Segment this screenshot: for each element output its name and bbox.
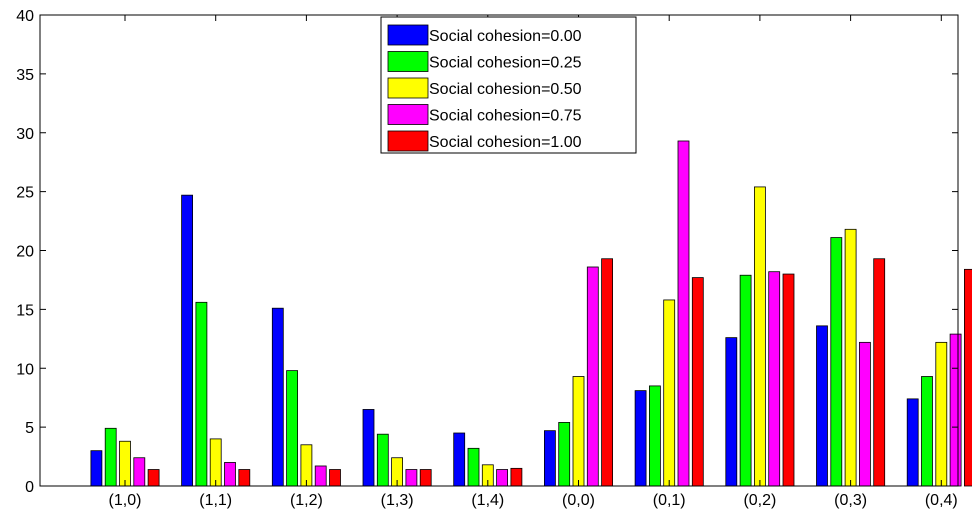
y-tick-label-0: 0 <box>25 479 34 496</box>
bar-9-1 <box>921 376 933 487</box>
bar-8-4 <box>873 258 886 487</box>
x-tick-label-4: (1,4) <box>471 492 504 509</box>
bar-5-1 <box>558 422 571 487</box>
bar-7-0 <box>725 337 738 487</box>
bar-8-3 <box>859 341 871 487</box>
bar-6-3 <box>677 140 690 487</box>
bar-3-1 <box>376 433 389 487</box>
bar-1-4 <box>238 469 251 487</box>
legend-label-1: Social cohesion=0.25 <box>429 55 582 72</box>
bar-2-1 <box>286 370 299 487</box>
bar-4-0 <box>453 432 466 487</box>
bar-7-4 <box>782 273 795 487</box>
bar-4-1 <box>467 447 480 487</box>
bar-7-3 <box>768 271 781 487</box>
y-tick-label-6: 30 <box>16 126 34 143</box>
bar-0-2 <box>119 440 131 487</box>
x-tick-label-8: (0,3) <box>834 492 867 509</box>
y-tick-label-7: 35 <box>16 67 34 84</box>
legend-swatch-1 <box>387 51 429 72</box>
bar-5-4 <box>601 258 613 487</box>
bar-4-3 <box>496 469 509 487</box>
x-tick-label-3: (1,3) <box>381 492 414 509</box>
bar-6-1 <box>649 385 661 487</box>
bar-1-0 <box>181 194 194 487</box>
legend-swatch-2 <box>387 77 429 99</box>
bar-8-1 <box>830 237 843 487</box>
bar-2-0 <box>271 307 284 487</box>
x-tick-label-7: (0,2) <box>743 492 776 509</box>
y-tick-label-4: 20 <box>16 244 34 261</box>
legend-swatch-3 <box>387 104 429 125</box>
ticks-group: 0 5 10 15 20 25 30 35 40 (1,0) (1,1) (1,2) (1,3) (1,4… <box>16 8 958 509</box>
bars-group <box>90 140 972 487</box>
x-tick-label-0: (1,0) <box>109 492 142 509</box>
legend-swatch-0 <box>387 24 429 46</box>
legend-label-3: Social cohesion=0.75 <box>429 108 582 125</box>
x-tick-label-1: (1,1) <box>199 492 232 509</box>
y-tick-label-8: 40 <box>16 8 34 25</box>
y-tick-label-3: 15 <box>16 302 34 319</box>
bar-1-2 <box>209 438 222 487</box>
bar-6-2 <box>663 299 676 487</box>
x-tick-label-5: (0,0) <box>562 492 595 509</box>
bar-1-3 <box>224 462 236 487</box>
bar-0-4 <box>147 469 160 487</box>
bar-3-4 <box>419 469 432 487</box>
x-tick-label-6: (0,1) <box>653 492 686 509</box>
legend-swatch-4 <box>387 130 429 152</box>
bar-3-0 <box>362 409 375 487</box>
bar-3-3 <box>405 469 418 487</box>
x-tick-label-2: (1,2) <box>290 492 323 509</box>
bar-5-0 <box>544 430 556 487</box>
legend: Social cohesion=0.00 Social cohesion=0.25… <box>380 16 637 154</box>
bar-0-1 <box>104 427 117 487</box>
bar-1-1 <box>195 301 208 487</box>
legend-label-4: Social cohesion=1.00 <box>429 134 582 151</box>
bar-9-4 <box>964 268 972 487</box>
y-tick-label-2: 10 <box>16 361 34 378</box>
bar-7-2 <box>754 186 766 487</box>
bar-8-2 <box>844 228 857 487</box>
bar-8-0 <box>816 325 828 487</box>
bar-2-4 <box>329 469 341 487</box>
bar-9-2 <box>935 341 948 487</box>
bar-6-0 <box>634 390 647 487</box>
bar-7-1 <box>739 274 752 487</box>
bar-6-4 <box>691 277 704 487</box>
legend-label-2: Social cohesion=0.50 <box>429 81 582 98</box>
bar-2-2 <box>300 444 313 487</box>
y-tick-label-5: 25 <box>16 185 34 202</box>
bar-2-3 <box>314 465 327 487</box>
legend-label-0: Social cohesion=0.00 <box>429 28 582 45</box>
bar-0-0 <box>90 450 103 487</box>
bar-4-4 <box>510 467 523 487</box>
bar-5-2 <box>572 376 585 487</box>
x-tick-label-9: (0,4) <box>925 492 958 509</box>
bar-0-3 <box>133 457 146 487</box>
bar-9-0 <box>906 398 919 487</box>
bar-5-3 <box>586 266 599 487</box>
bar-9-3 <box>949 333 962 487</box>
y-tick-label-1: 5 <box>25 420 34 437</box>
